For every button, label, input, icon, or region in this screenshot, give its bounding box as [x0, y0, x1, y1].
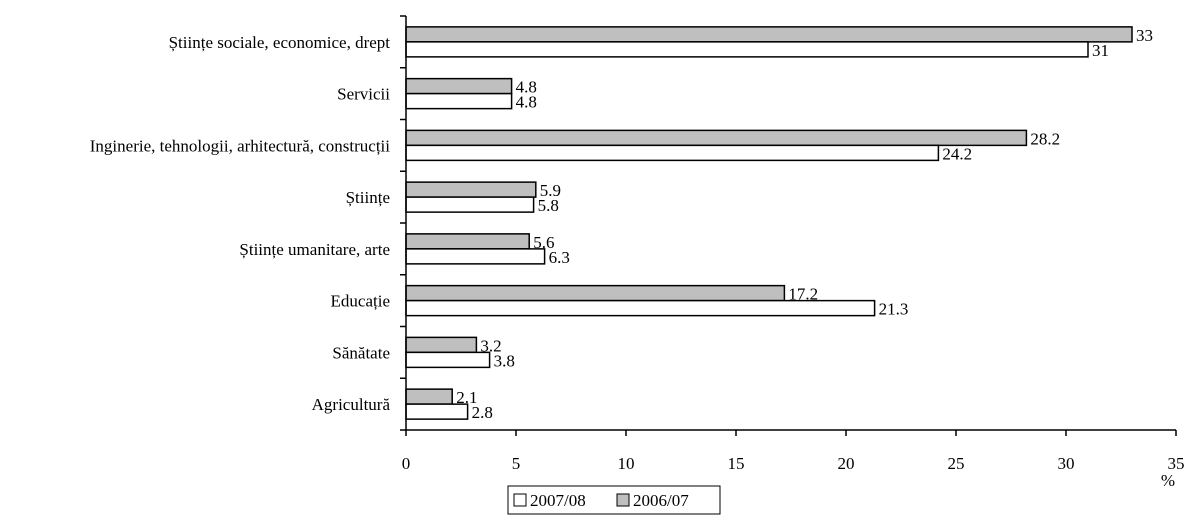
category-label: Agricultură — [312, 395, 391, 414]
bar-2006-07 — [405, 26, 1133, 43]
data-label: 31 — [1092, 41, 1109, 60]
bar-2006-07 — [405, 233, 530, 250]
x-tick-label: 30 — [1058, 454, 1075, 473]
bar-2007-08 — [405, 248, 546, 265]
legend-border — [507, 485, 721, 515]
category-label: Științe — [346, 188, 390, 207]
category-label: Servicii — [337, 85, 390, 104]
x-tick-label: 0 — [402, 454, 411, 473]
data-label: 17.2 — [788, 285, 818, 304]
x-tick-label: 25 — [948, 454, 965, 473]
legend: 2007/08 2006/07 — [507, 485, 721, 515]
legend-swatch-2006-07 — [616, 493, 630, 507]
x-tick-label: 5 — [512, 454, 521, 473]
bar-2006-07 — [405, 336, 478, 354]
x-tick-label: 35 — [1168, 454, 1185, 473]
legend-label-2006-07: 2006/07 — [633, 491, 689, 510]
category-labels: Științe sociale, economice, drept Servici… — [90, 33, 391, 414]
data-label: 3.8 — [494, 351, 515, 370]
category-label: Științe umanitare, arte — [239, 240, 390, 259]
bars-layer: 33 31 4.84.8 28.2 24.2 5.95.8 5.66.3 17.2 21.3 3.… — [405, 26, 1153, 422]
data-label: 5.8 — [538, 196, 559, 215]
x-unit-label: % — [1161, 471, 1175, 490]
category-label: Sănătate — [332, 343, 390, 362]
data-label: 2.8 — [472, 403, 493, 422]
category-label: Inginerie, tehnologii, arhitectură, cons… — [90, 136, 391, 155]
data-label: 4.8 — [516, 93, 537, 112]
data-label: 6.3 — [549, 248, 570, 267]
legend-label-2007-08: 2007/08 — [530, 491, 586, 510]
axes: 0 5 10 15 20 25 30 35 — [400, 15, 1185, 473]
data-label: 33 — [1136, 26, 1153, 45]
data-label: 24.2 — [942, 144, 972, 163]
data-label: 5.6 — [533, 233, 554, 252]
bar-2007-08 — [405, 196, 535, 213]
x-tick-label: 20 — [838, 454, 855, 473]
x-tick-label: 10 — [618, 454, 635, 473]
legend-swatch-2007-08 — [513, 493, 527, 507]
bar-2006-07 — [405, 284, 786, 302]
data-label: 21.3 — [879, 300, 909, 319]
bar-2007-08 — [405, 299, 876, 317]
data-label: 4.8 — [516, 78, 537, 97]
data-label: 5.9 — [540, 181, 561, 200]
bar-2007-08 — [405, 144, 940, 162]
bar-2006-07 — [405, 129, 1028, 147]
bar-2007-08 — [405, 41, 1089, 58]
bar-2006-07 — [405, 77, 513, 95]
bar-2006-07 — [405, 181, 537, 198]
category-label: Științe sociale, economice, drept — [169, 33, 391, 52]
data-label: 2.1 — [456, 388, 477, 407]
category-label: Educație — [331, 292, 390, 311]
bar-2007-08 — [405, 92, 513, 110]
bar-2007-08 — [405, 403, 469, 420]
bar-2006-07 — [405, 388, 453, 405]
x-tick-label: 15 — [728, 454, 745, 473]
bar-2007-08 — [405, 351, 491, 369]
data-label: 3.2 — [480, 336, 501, 355]
data-label: 28.2 — [1030, 129, 1060, 148]
